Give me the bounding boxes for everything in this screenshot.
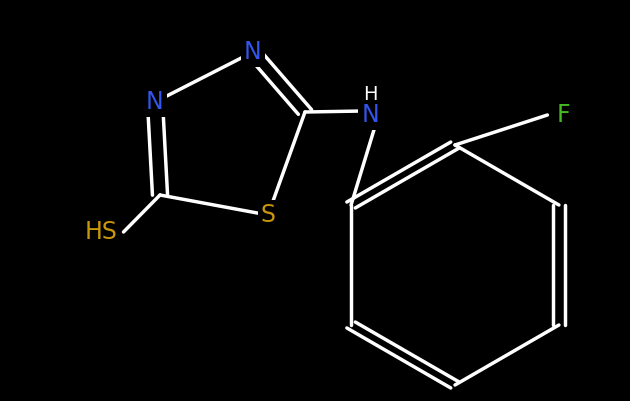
Text: S: S (260, 203, 275, 227)
Text: N: N (361, 103, 379, 127)
Text: N: N (244, 40, 262, 64)
Text: HS: HS (85, 220, 118, 244)
Text: H: H (363, 85, 377, 103)
Text: N: N (146, 90, 164, 114)
Text: F: F (556, 103, 570, 127)
